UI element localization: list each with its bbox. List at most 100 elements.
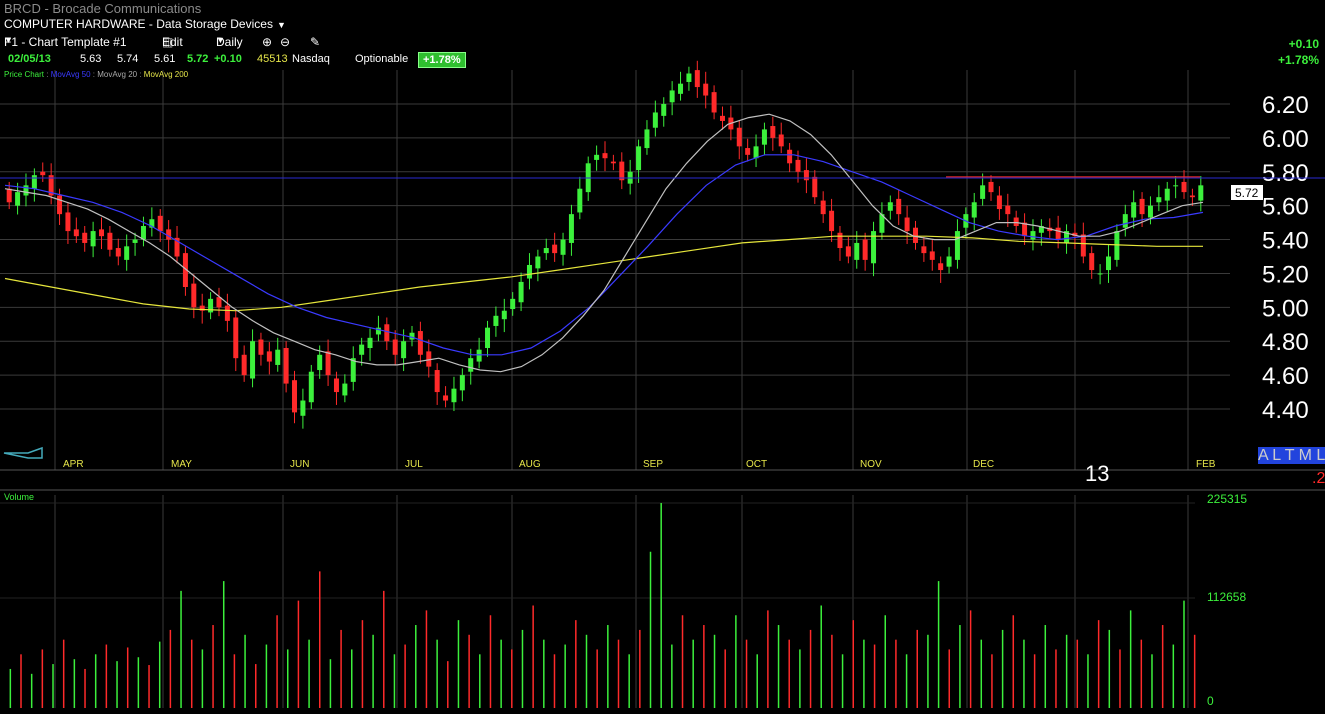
candle-body: [770, 126, 776, 138]
candle-body: [829, 210, 835, 232]
candle-body: [409, 332, 415, 340]
volume-label: Volume: [4, 492, 35, 502]
candle-body: [216, 297, 222, 308]
candle-body: [1114, 231, 1120, 260]
candle-body: [678, 83, 684, 94]
candle-body: [803, 170, 809, 181]
candle-body: [812, 176, 818, 198]
candle-body: [40, 171, 46, 176]
candle-body: [518, 281, 524, 303]
candle-body: [577, 188, 583, 213]
candle-body: [48, 175, 54, 196]
candle-body: [711, 92, 717, 113]
ma200-line: [4, 235, 1203, 312]
candle-body: [308, 371, 314, 403]
price-tick-label: 5.40: [1262, 228, 1309, 255]
candle-body: [694, 70, 700, 88]
candle-body: [761, 129, 767, 145]
zoom-out-icon[interactable]: ⊖: [280, 35, 291, 49]
pencil-icon[interactable]: ✎: [310, 35, 321, 49]
pct-change-badge: +1.78%: [418, 52, 466, 68]
candle-body: [879, 214, 885, 233]
template-label: F1 - Chart Template #1: [4, 35, 127, 49]
ma50-line: [4, 154, 1204, 356]
candle-body: [652, 112, 658, 128]
altml-toggle[interactable]: A L T M L: [1258, 447, 1325, 465]
candle-body: [443, 395, 449, 401]
last-price-box: [1231, 185, 1263, 200]
price-tick-label: 6.20: [1262, 92, 1309, 119]
month-label: SEP: [643, 459, 663, 470]
candle-body: [401, 341, 407, 359]
candle-body: [1181, 181, 1187, 193]
candle-body: [1038, 226, 1044, 233]
candle-body: [1198, 185, 1204, 201]
candle-body: [1089, 253, 1095, 271]
quote-high: 5.74: [117, 53, 139, 65]
candle-body: [493, 315, 499, 326]
candle-body: [31, 175, 37, 189]
candle-body: [166, 229, 172, 240]
red-marker: .2: [1312, 470, 1325, 487]
price-tick-label: 5.00: [1262, 295, 1309, 322]
candle-body: [208, 298, 214, 313]
price-tick-label: 4.80: [1262, 329, 1309, 356]
candle-body: [384, 324, 390, 342]
edit-label: Edit: [162, 35, 183, 49]
optionable-label: Optionable: [355, 53, 409, 65]
quote-change: +0.10: [214, 53, 242, 65]
candle-body: [602, 153, 608, 159]
candle-body: [451, 388, 457, 403]
industry-label: COMPUTER HARDWARE - Data Storage Devices: [4, 17, 273, 31]
candle-body: [510, 298, 516, 310]
candle-body: [1030, 231, 1036, 240]
candle-body: [535, 256, 541, 269]
candle-body: [669, 90, 675, 103]
scroll-handle-icon: [3, 446, 43, 459]
candle-body: [1173, 185, 1179, 187]
candle-body: [99, 229, 105, 237]
last-price-label: 5.72: [1235, 186, 1259, 200]
candle-body: [317, 354, 323, 371]
candle-body: [787, 149, 793, 164]
candle-body: [73, 229, 79, 237]
altml-label: A L T M L: [1258, 447, 1325, 464]
candle-body: [191, 283, 197, 308]
candle-body: [283, 348, 289, 384]
bar-chart-icon: ▥: [162, 35, 174, 49]
candle-body: [107, 232, 113, 250]
candle-body: [476, 349, 482, 362]
price-tick-label: 5.20: [1262, 261, 1309, 288]
industry-dropdown[interactable]: COMPUTER HARDWARE - Data Storage Devices…: [4, 17, 286, 31]
candle-body: [954, 231, 960, 260]
candle-body: [82, 232, 88, 243]
volume-tick-label: 0: [1207, 694, 1214, 708]
candle-body: [501, 310, 507, 320]
candle-body: [233, 317, 239, 359]
candle-body: [350, 358, 356, 382]
candle-body: [845, 246, 851, 257]
candle-body: [929, 251, 935, 260]
candle-body: [359, 344, 365, 355]
symbol-title: BRCD - Brocade Communications: [4, 1, 202, 16]
candle-body: [996, 195, 1002, 210]
candle-body: [140, 226, 146, 240]
candle-body: [250, 341, 256, 379]
candle-body: [392, 339, 398, 355]
candle-body: [820, 200, 826, 215]
candle-body: [1055, 227, 1061, 240]
candle-body: [862, 239, 868, 260]
candle-body: [619, 161, 625, 181]
quote-low: 5.61: [154, 53, 176, 65]
zoom-in-icon[interactable]: ⊕: [262, 35, 273, 49]
candle-body: [871, 231, 877, 264]
candle-body: [1189, 195, 1195, 198]
candle-body: [1072, 232, 1078, 237]
legend-ma20: MovAvg 20: [97, 70, 138, 79]
quote-date: 02/05/13: [8, 53, 51, 65]
candle-body: [1080, 234, 1086, 257]
candle-body: [1105, 256, 1111, 271]
candle-body: [543, 248, 549, 254]
month-label: NOV: [860, 459, 882, 470]
